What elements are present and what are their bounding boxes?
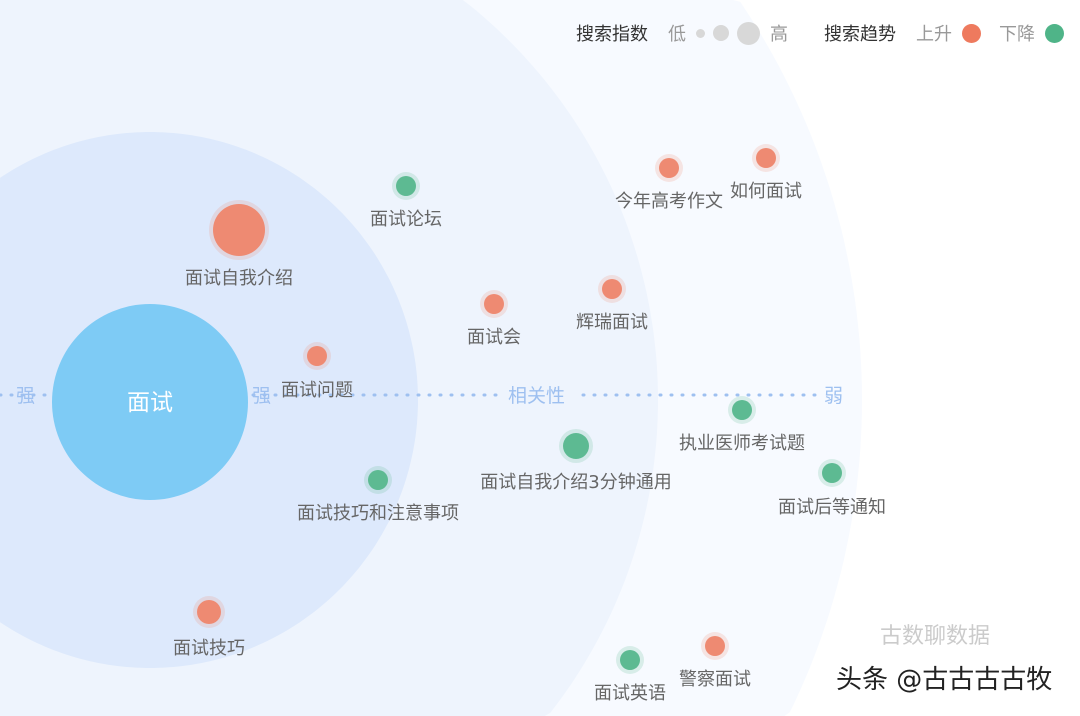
node-label: 面试论坛 [370, 209, 442, 230]
node-bubble-down[interactable] [396, 176, 416, 196]
axis-label: 相关性 [508, 385, 565, 407]
node-bubble-up[interactable] [602, 279, 622, 299]
node-bubble-up[interactable] [484, 294, 504, 314]
node-label: 辉瑞面试 [576, 312, 648, 333]
node-bubble-down[interactable] [732, 400, 752, 420]
watermark-toutiao: 头条 @古古古古牧 [836, 665, 1053, 695]
node-label: 面试自我介绍3分钟通用 [480, 472, 671, 493]
legend-up: 上升 [916, 24, 952, 45]
node-bubble-up[interactable] [659, 158, 679, 178]
center-bubble[interactable] [52, 304, 248, 500]
legend-index-title: 搜索指数 [576, 24, 648, 45]
node-bubble-down[interactable] [822, 463, 842, 483]
legend-up-dot [962, 23, 981, 43]
legend: 搜索指数 低 高 搜索趋势 上升 下降 [576, 20, 1068, 46]
node-label: 面试英语 [594, 683, 666, 704]
legend-dot-medium [713, 25, 729, 41]
node-label: 面试自我介绍 [185, 268, 293, 289]
center-label: 面试 [127, 390, 173, 416]
axis-strong-left: 强 [16, 385, 35, 407]
axis-strong: 强 [252, 385, 271, 407]
node-bubble-up[interactable] [197, 600, 221, 624]
legend-trend-title: 搜索趋势 [824, 24, 896, 45]
node-label: 今年高考作文 [615, 191, 723, 212]
legend-down: 下降 [999, 24, 1035, 45]
node-label: 面试后等通知 [778, 497, 886, 518]
axis-weak: 弱 [824, 385, 843, 407]
node-bubble-down[interactable] [563, 433, 589, 459]
node-label: 面试技巧 [173, 638, 245, 659]
legend-dot-large [737, 21, 760, 45]
node-label: 如何面试 [730, 181, 802, 202]
node-label: 执业医师考试题 [679, 433, 805, 454]
node-bubble-up[interactable] [307, 346, 327, 366]
node-bubble-down[interactable] [620, 650, 640, 670]
legend-high: 高 [770, 24, 788, 45]
node-label: 面试技巧和注意事项 [297, 503, 459, 524]
node-label: 警察面试 [679, 669, 751, 690]
legend-down-dot [1045, 23, 1064, 43]
node-label: 面试会 [467, 327, 521, 348]
node-bubble-up[interactable] [213, 204, 265, 256]
node-bubble-up[interactable] [756, 148, 776, 168]
legend-dot-small [696, 28, 705, 38]
node-bubble-down[interactable] [368, 470, 388, 490]
node-bubble-up[interactable] [705, 636, 725, 656]
legend-low: 低 [668, 24, 686, 45]
watermark-wechat: 古数聊数据 [880, 624, 991, 649]
node-label: 面试问题 [281, 380, 353, 401]
